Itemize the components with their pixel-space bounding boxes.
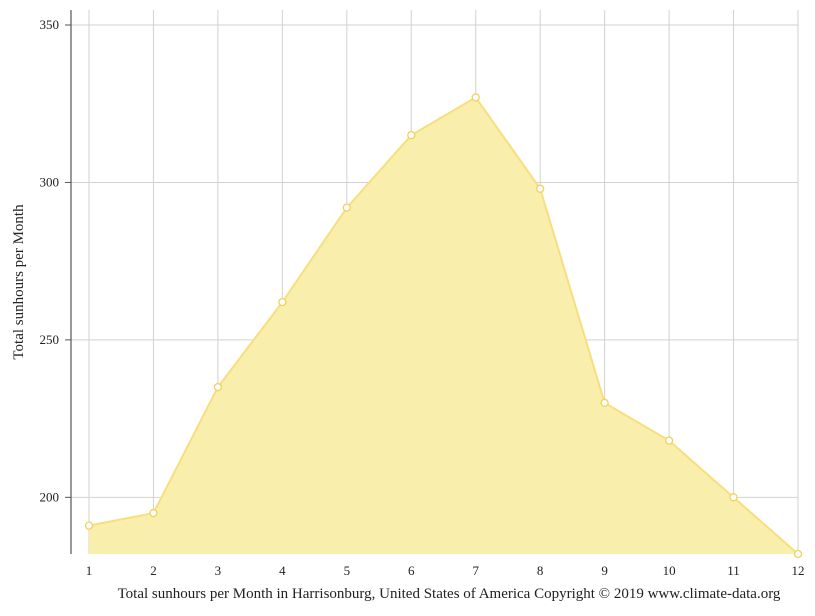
x-tick-label: 4 <box>279 563 286 578</box>
data-point <box>664 436 674 445</box>
data-point <box>149 508 158 518</box>
x-tick-label: 2 <box>150 563 157 578</box>
x-tick-label: 11 <box>727 563 740 578</box>
data-point <box>342 203 351 212</box>
data-point <box>471 93 480 102</box>
series-line <box>88 96 799 555</box>
y-tick-label: 200 <box>40 489 60 504</box>
data-point <box>407 131 416 140</box>
x-tick-label: 1 <box>86 563 93 578</box>
x-tick-label: 8 <box>537 563 544 578</box>
axis-layer <box>65 10 72 554</box>
data-point <box>600 398 609 408</box>
data-point <box>793 549 803 559</box>
data-point <box>278 297 287 307</box>
x-tick-label: 5 <box>344 563 351 578</box>
data-point <box>536 184 545 193</box>
y-tick-label: 300 <box>40 174 60 189</box>
x-tick-label: 6 <box>408 563 415 578</box>
data-point <box>84 521 94 530</box>
x-tick-label: 12 <box>792 563 805 578</box>
x-tick-label: 10 <box>663 563 676 578</box>
y-axis-title: Total sunhours per Month <box>11 204 27 360</box>
x-tick-label: 9 <box>601 563 608 578</box>
point-layer <box>84 93 803 559</box>
y-tick-label: 350 <box>40 17 60 32</box>
y-tick-label: 250 <box>40 332 60 347</box>
series-area <box>89 97 798 555</box>
x-tick-label: 3 <box>215 563 222 578</box>
area-layer <box>88 96 799 555</box>
x-tick-label: 7 <box>472 563 479 578</box>
data-point <box>213 382 223 392</box>
x-axis-title: Total sunhours per Month in Harrisonburg… <box>118 586 781 602</box>
data-point <box>729 493 738 502</box>
